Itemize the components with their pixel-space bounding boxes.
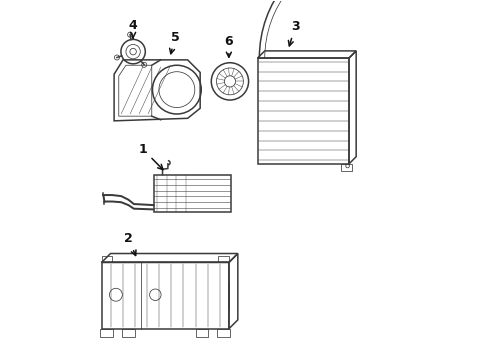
Bar bbox=[101, 262, 229, 329]
Bar bbox=[122, 329, 135, 337]
Bar bbox=[196, 329, 208, 337]
Bar bbox=[218, 256, 229, 262]
Text: 5: 5 bbox=[170, 31, 179, 54]
Bar bbox=[101, 256, 112, 262]
Text: 3: 3 bbox=[289, 20, 299, 46]
Text: 2: 2 bbox=[124, 232, 136, 256]
Text: 1: 1 bbox=[138, 143, 163, 170]
Bar bbox=[153, 175, 231, 212]
Bar bbox=[217, 329, 230, 337]
Text: 4: 4 bbox=[129, 19, 138, 38]
Text: 6: 6 bbox=[224, 35, 233, 57]
Bar bbox=[100, 329, 113, 337]
